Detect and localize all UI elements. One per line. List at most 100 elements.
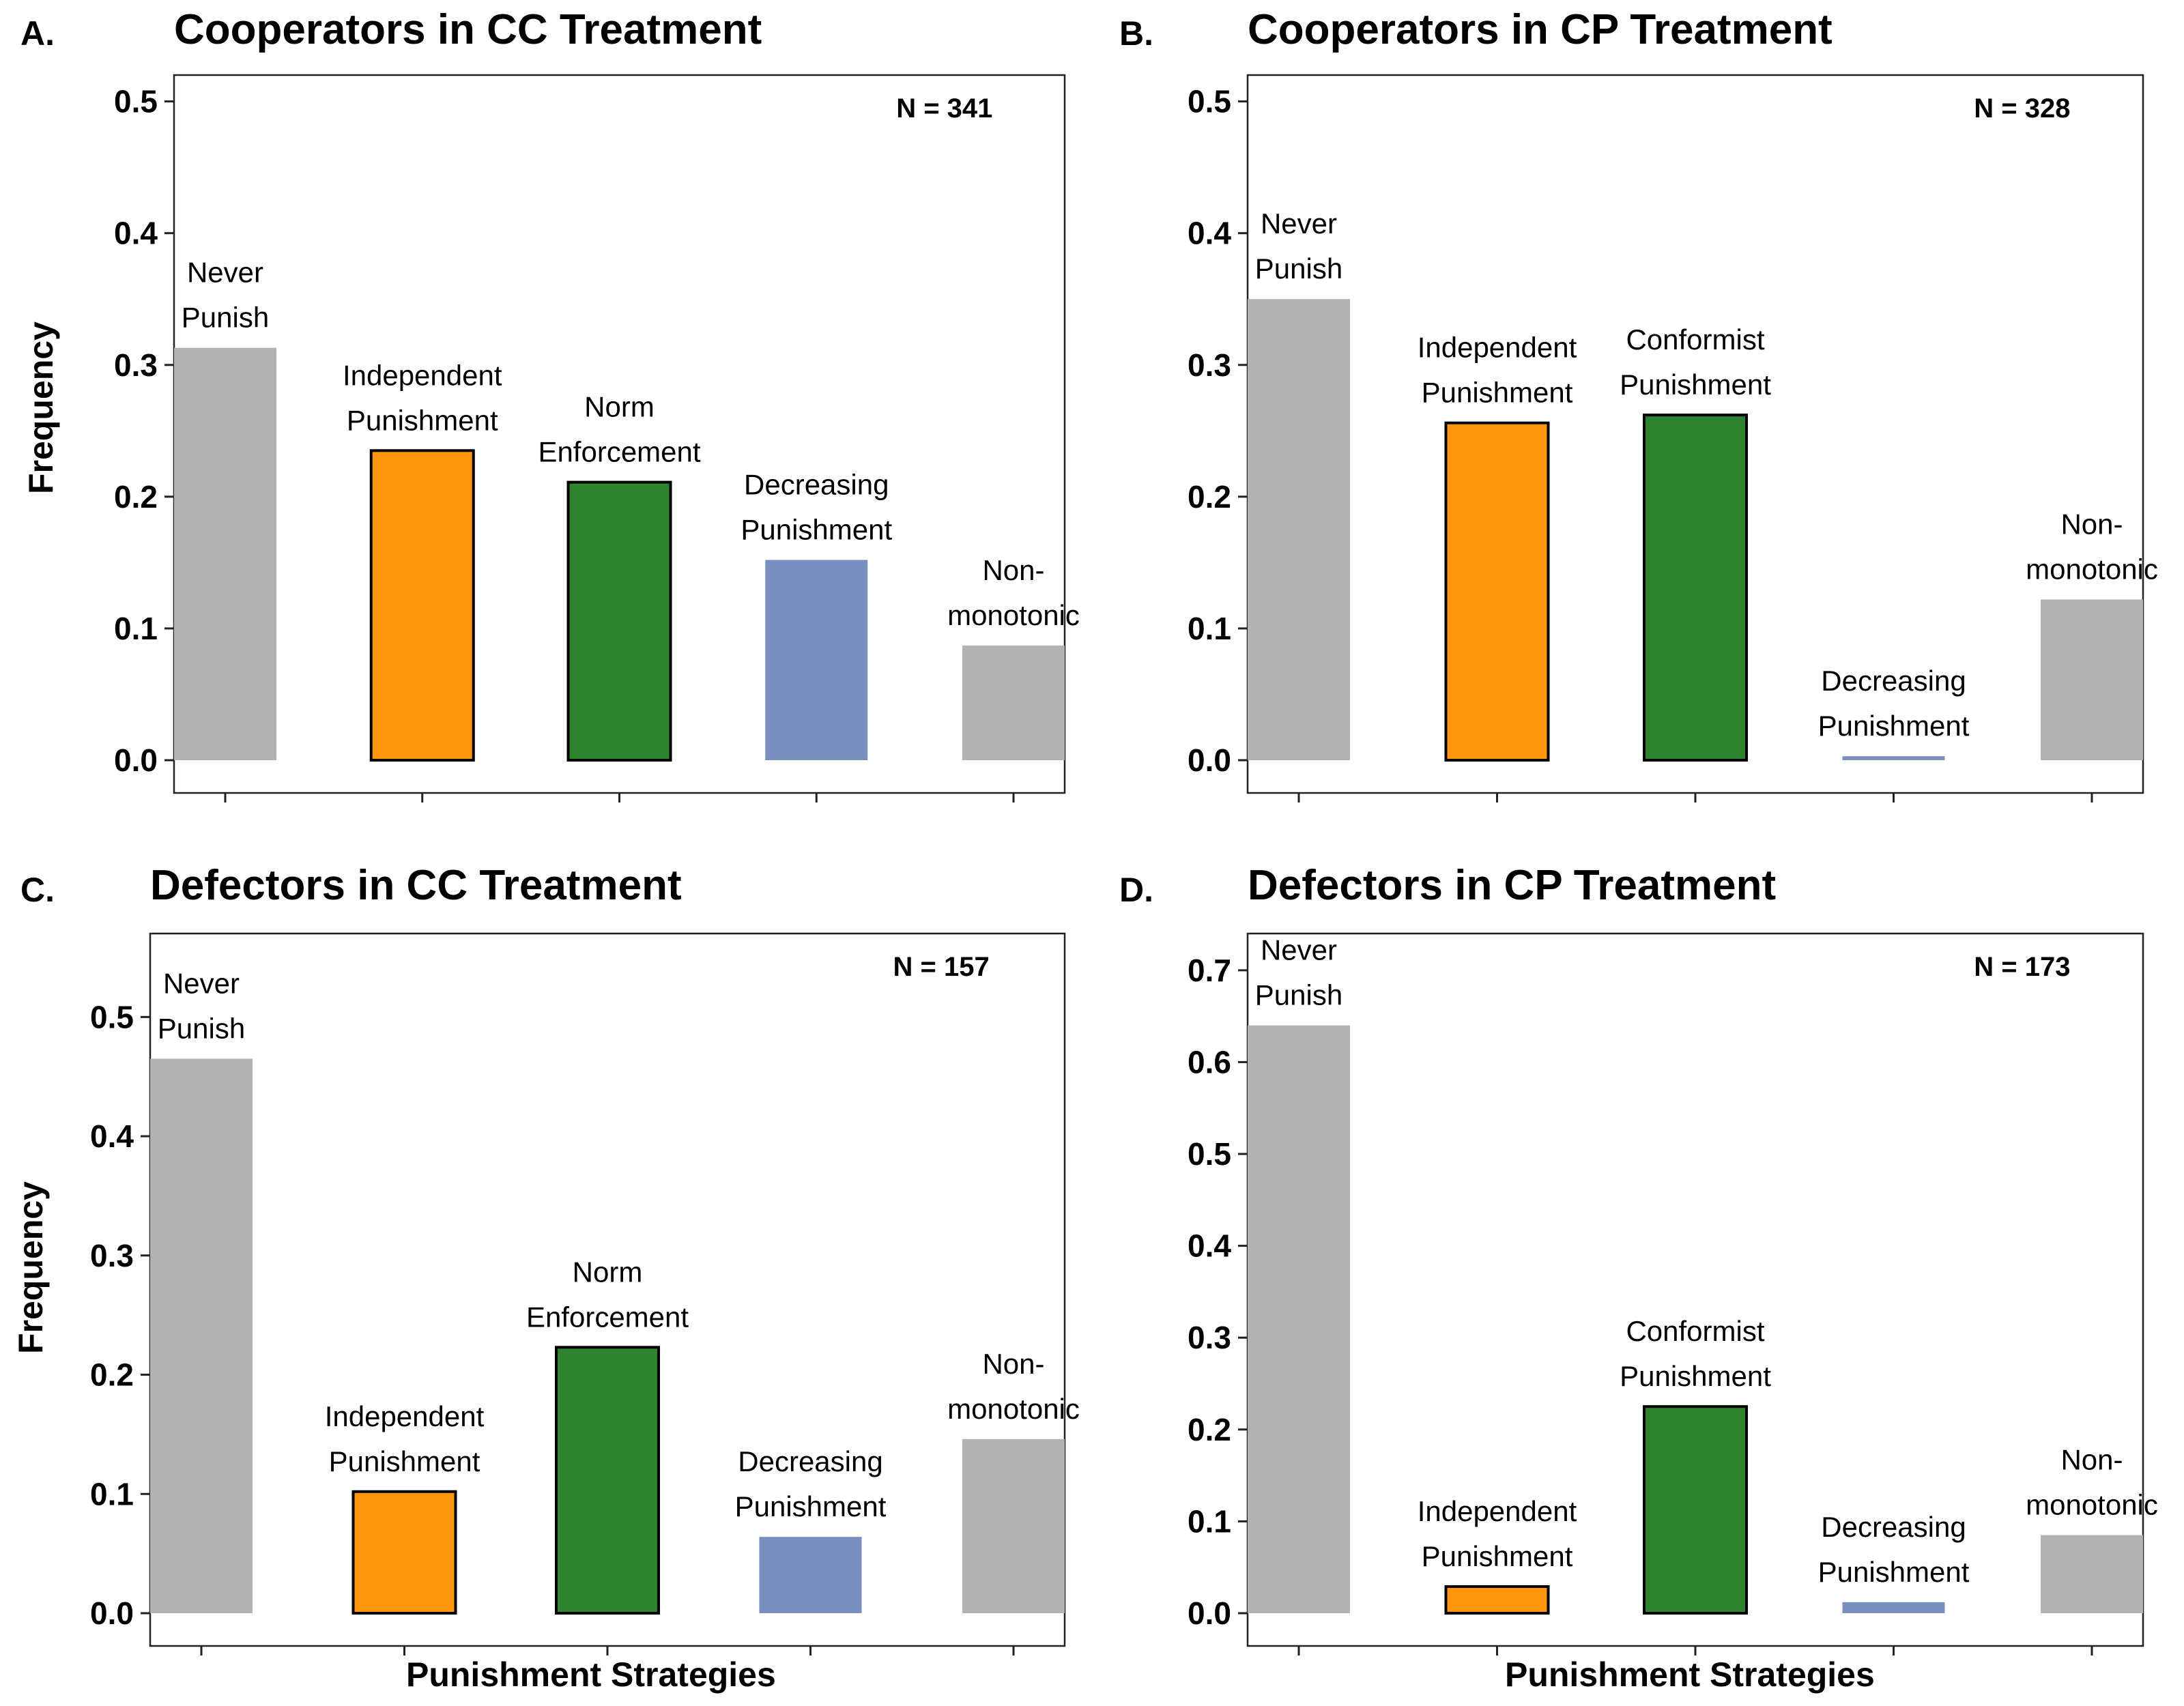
y-tick-label: 0.4	[114, 216, 158, 251]
bar	[369, 449, 475, 762]
bar-label: Non-	[2060, 1444, 2123, 1476]
y-tick-label: 0.3	[1188, 1320, 1231, 1355]
bar-label: Never	[1261, 934, 1337, 966]
bar	[962, 1438, 1065, 1613]
bar-label: Norm	[584, 391, 655, 423]
bar-label: monotonic	[2026, 553, 2158, 585]
y-tick-label: 0.1	[114, 611, 158, 646]
y-tick-label: 0.0	[1188, 742, 1231, 778]
y-tick-label: 0.3	[114, 347, 158, 383]
bar-label: Punishment	[1818, 710, 1970, 742]
bar	[1444, 421, 1550, 762]
bar-label: monotonic	[947, 1393, 1080, 1425]
bar	[1643, 414, 1748, 762]
bar-label: Independent	[1418, 1495, 1577, 1527]
panel-letter: D.	[1119, 871, 1153, 909]
bar-label: Never	[163, 967, 240, 999]
bar-label: Punishment	[329, 1445, 480, 1477]
bar	[351, 1490, 457, 1615]
y-tick-label: 0.1	[1188, 1503, 1231, 1539]
y-tick-label: 0.5	[90, 999, 134, 1035]
chart-title: Defectors in CC Treatment	[150, 862, 682, 909]
bar	[555, 1346, 660, 1615]
bar-label: Decreasing	[1821, 665, 1966, 697]
y-tick-label: 0.2	[114, 479, 158, 515]
bar	[174, 347, 276, 761]
y-tick-label: 0.3	[1188, 347, 1231, 383]
bar-label: Never	[187, 257, 263, 289]
bar	[2041, 599, 2143, 760]
panel-letter: A.	[20, 14, 55, 53]
bar	[1842, 1602, 1945, 1613]
bar-label: Independent	[343, 359, 502, 391]
y-tick-label: 0.5	[114, 84, 158, 119]
y-tick-label: 0.0	[1188, 1595, 1231, 1631]
y-tick-label: 0.4	[1188, 1228, 1231, 1264]
bar-label: Punishment	[735, 1490, 887, 1522]
bar-label: Punishment	[1620, 1360, 1771, 1392]
bar-label: Decreasing	[738, 1445, 882, 1477]
sample-size-label: N = 341	[896, 93, 992, 124]
bar-label: Punishment	[1422, 377, 1573, 409]
y-tick-label: 0.2	[1188, 479, 1231, 515]
bar	[1643, 1405, 1748, 1615]
bar	[566, 480, 672, 762]
y-tick-label: 0.1	[90, 1476, 134, 1512]
bar-label: Punish	[1255, 252, 1342, 285]
bar-label: Independent	[1418, 332, 1577, 364]
bar	[765, 560, 868, 760]
y-tick-label: 0.2	[1188, 1412, 1231, 1447]
sample-size-label: N = 157	[893, 952, 989, 982]
bar-label: Punishment	[1620, 368, 1771, 401]
y-tick-label: 0.4	[90, 1118, 134, 1154]
bar-label: Decreasing	[1821, 1511, 1966, 1543]
bar-label: Independent	[325, 1400, 485, 1432]
chart-title: Cooperators in CC Treatment	[174, 6, 762, 53]
chart-cooperators-cp: 0.0 0.1 0.2 0.3 0.4 0.5 Never Punish Independent…	[1188, 74, 2158, 803]
bar-label: Never	[1261, 207, 1337, 240]
y-tick-label: 0.2	[90, 1357, 134, 1393]
bar-label: monotonic	[2026, 1489, 2158, 1521]
x-axis-title: Punishment Strategies	[406, 1656, 776, 1694]
bar-label: Non-	[982, 554, 1044, 586]
y-tick-label: 0.6	[1188, 1044, 1231, 1080]
bar-label: Norm	[573, 1256, 643, 1288]
chart-defectors-cc: 0.0 0.1 0.2 0.3 0.4 0.5 Never Punish Independent…	[90, 932, 1080, 1656]
panel-letter: C.	[20, 871, 55, 909]
y-tick-label: 0.0	[90, 1595, 134, 1631]
y-tick-label: 0.5	[1188, 1136, 1231, 1172]
bar-label: Enforcement	[526, 1301, 689, 1333]
y-tick-label: 0.0	[114, 742, 158, 778]
bar	[2041, 1535, 2143, 1613]
bar-label: monotonic	[947, 599, 1080, 631]
y-tick-label: 0.5	[1188, 84, 1231, 119]
bar-label: Enforcement	[538, 436, 700, 468]
y-tick-label: 0.1	[1188, 611, 1231, 646]
bar	[1842, 756, 1945, 760]
sample-size-label: N = 173	[1974, 952, 2070, 982]
bar-label: Punish	[182, 302, 269, 334]
y-tick-label: 0.4	[1188, 216, 1231, 251]
bar	[1248, 299, 1350, 760]
bar-label: Non-	[982, 1348, 1044, 1380]
bar-label: Punishment	[741, 514, 892, 546]
x-axis-title: Punishment Strategies	[1505, 1656, 1875, 1694]
bar-label: Punish	[1255, 979, 1342, 1011]
bar-label: Punish	[158, 1012, 245, 1044]
panel-letter: B.	[1119, 14, 1153, 53]
bar-label: Non-	[2060, 508, 2123, 540]
bar-label: Conformist	[1626, 323, 1764, 356]
bar-label: Punishment	[1818, 1556, 1970, 1588]
y-tick-label: 0.3	[90, 1238, 134, 1273]
bar	[1444, 1585, 1550, 1615]
chart-title: Defectors in CP Treatment	[1248, 862, 1777, 909]
bar	[962, 646, 1065, 760]
bar	[1248, 1025, 1350, 1613]
y-tick-label: 0.7	[1188, 953, 1231, 988]
bar	[150, 1058, 253, 1613]
bar-label: Punishment	[1422, 1540, 1573, 1572]
bar-label: Decreasing	[744, 469, 889, 501]
sample-size-label: N = 328	[1974, 93, 2070, 124]
chart-cooperators-cc: 0.0 0.1 0.2 0.3 0.4 0.5 Never Punish Independent…	[114, 74, 1080, 803]
